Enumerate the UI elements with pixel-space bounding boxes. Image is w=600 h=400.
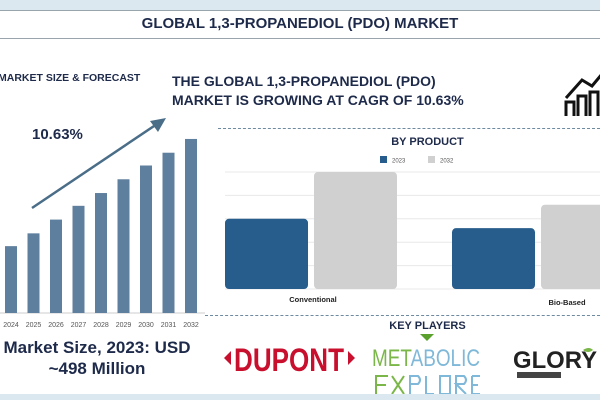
x-tick-label: 2031 — [161, 322, 177, 329]
forecast-bar — [140, 165, 152, 313]
forecast-chart: 2024 2025 2026 2027 2028 2029 2030 2031 2032 — [0, 118, 205, 329]
dashed-divider — [205, 315, 600, 316]
trend-arrow-icon — [31, 120, 161, 210]
forecast-bar — [185, 138, 197, 313]
dashed-divider — [218, 128, 600, 129]
top-band — [0, 0, 600, 10]
divider — [0, 10, 600, 11]
arrow-head — [150, 118, 166, 132]
x-tick-label: 2029 — [116, 322, 132, 329]
forecast-bar — [162, 152, 175, 313]
legend-label: 2023 — [392, 159, 406, 165]
x-tick-label: 2032 — [183, 322, 199, 329]
by-product-title: BY PRODUCT — [391, 136, 464, 148]
forecast-bar — [50, 219, 62, 313]
x-tick-label: 2024 — [3, 322, 19, 329]
svg-text:DUPONT: DUPONT — [234, 342, 344, 378]
product-bar — [225, 218, 308, 289]
product-bar — [452, 228, 535, 289]
market-size-line: ~498 Million — [48, 359, 146, 378]
product-bar — [541, 204, 600, 289]
forecast-bar — [72, 205, 85, 313]
house-chart-growth-icon — [564, 74, 600, 116]
dupont-logo: DUPONT — [224, 342, 355, 378]
forecast-bar — [5, 246, 17, 313]
legend-swatch — [428, 156, 435, 163]
forecast-bar — [27, 233, 40, 313]
x-tick-label: 2027 — [71, 322, 87, 329]
svg-text:GLORY: GLORY — [513, 347, 597, 374]
headline-line: THE GLOBAL 1,3-PROPANEDIOL (PDO) — [172, 73, 436, 89]
key-players-title: KEY PLAYERS — [389, 320, 466, 332]
headline-line: MARKET IS GROWING AT CAGR OF 10.63% — [172, 92, 464, 108]
bottom-band — [0, 394, 600, 400]
cagr-label: 10.63% — [32, 126, 83, 143]
x-tick-label: 2028 — [93, 322, 109, 329]
page-title: GLOBAL 1,3-PROPANEDIOL (PDO) MARKET — [141, 15, 459, 32]
x-tick-label: 2026 — [48, 322, 64, 329]
divider — [0, 38, 600, 39]
x-tick-label: 2030 — [138, 322, 154, 329]
forecast-bar — [117, 179, 130, 313]
by-product-chart: 2023 2032 Conventional Bio-Based — [225, 156, 600, 307]
product-bar — [314, 172, 397, 289]
glory-logo: GLORY — [513, 347, 597, 378]
headline: THE GLOBAL 1,3-PROPANEDIOL (PDO) MARKET … — [172, 72, 464, 110]
svg-text:METABOLIC: METABOLIC — [372, 345, 480, 372]
forecast-bar — [95, 193, 107, 313]
category-label: Conventional — [289, 295, 337, 304]
x-tick-label: 2025 — [26, 322, 42, 329]
legend-swatch — [380, 156, 387, 163]
market-size-text: Market Size, 2023: USD ~498 Million — [0, 337, 206, 379]
metabolic-explorer-logo: METABOLIC — [372, 345, 480, 394]
market-size-label: MARKET SIZE & FORECAST — [0, 72, 141, 84]
market-size-line: Market Size, 2023: USD — [3, 338, 191, 357]
legend-label: 2032 — [440, 159, 454, 165]
category-label: Bio-Based — [548, 298, 586, 307]
chevron-down-icon — [420, 334, 434, 341]
